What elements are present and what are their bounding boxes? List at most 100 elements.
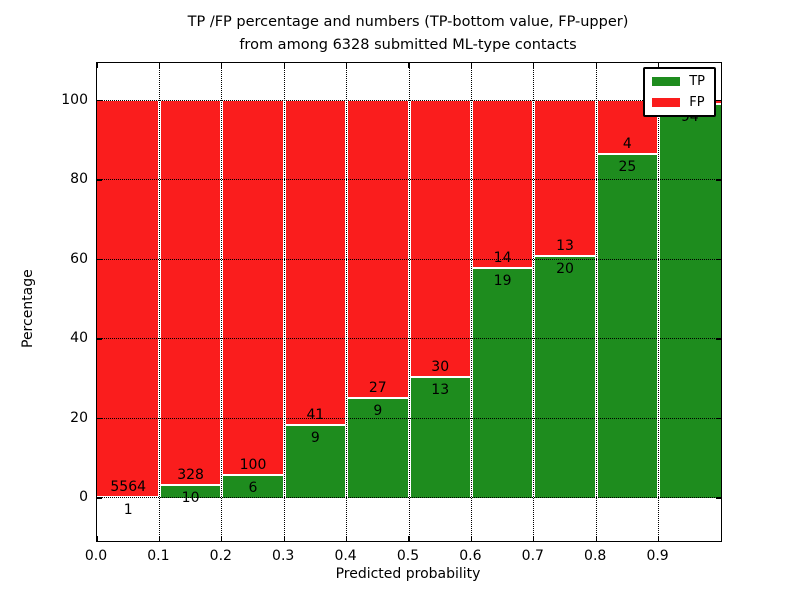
vertical-gridline	[283, 63, 285, 541]
chart-title: TP /FP percentage and numbers (TP-bottom…	[96, 11, 720, 57]
x-tick-label: 0.1	[147, 548, 170, 564]
bar-count-label-tp: 9	[310, 430, 320, 447]
x-tick-label: 0.0	[84, 548, 108, 564]
tick-mark	[716, 338, 721, 340]
horizontal-gridline	[97, 417, 721, 419]
bar-segment-tp	[533, 257, 597, 498]
x-tick-label: 0.3	[272, 548, 295, 564]
bar-segment-tp	[221, 475, 285, 498]
legend-swatch-tp	[652, 77, 681, 86]
bar-count-label-fp: 27	[368, 379, 387, 396]
tick-mark	[221, 536, 223, 541]
x-tick-label: 0.7	[521, 548, 544, 564]
horizontal-gridline	[97, 99, 721, 101]
bar-count-label-fp: 328	[177, 467, 204, 484]
vertical-gridline	[658, 63, 660, 541]
tick-mark	[97, 497, 102, 499]
tick-mark	[595, 536, 597, 541]
legend-label-fp: FP	[689, 95, 705, 110]
bar-segment-fp	[409, 100, 472, 378]
x-tick-label: 0.5	[396, 548, 420, 564]
bar-count-label-tp: 10	[181, 490, 200, 507]
bar-count-label-tp: 13	[431, 381, 450, 398]
bar-segment-tp	[471, 269, 534, 498]
tick-mark	[96, 63, 98, 68]
y-tick-label: 60	[70, 250, 88, 267]
horizontal-gridline	[97, 497, 721, 498]
y-tick-label: 20	[70, 409, 88, 426]
tick-mark	[346, 536, 348, 541]
x-tick-label: 0.9	[646, 548, 669, 564]
vertical-gridline	[158, 63, 160, 541]
vertical-gridline	[595, 63, 597, 541]
legend-item: TP	[652, 74, 705, 89]
vertical-gridline	[346, 63, 348, 541]
bar-count-label-tp: 9	[373, 402, 383, 419]
y-tick-label: 40	[70, 330, 88, 346]
tick-mark	[533, 536, 535, 541]
bar-count-label-tp: 19	[493, 273, 512, 290]
vertical-gridline	[470, 63, 472, 541]
tick-mark	[97, 99, 102, 102]
bar-count-label-tp: 1	[123, 501, 133, 518]
x-tick-label: 0.8	[584, 548, 607, 564]
tick-mark	[221, 63, 223, 68]
x-tick-labels: 0.0 0.1 0.2 0.3 0.4 0.5 0.6 0.7 0.8 0.9	[85, 547, 720, 565]
tick-mark	[97, 179, 102, 181]
bar-segment-tp	[409, 377, 472, 498]
tick-mark	[283, 536, 285, 541]
bar-segment-tp	[159, 486, 222, 498]
tick-mark	[408, 536, 410, 541]
chart-title-line2: from among 6328 submitted ML-type contac…	[239, 37, 577, 53]
y-tick-label: 80	[70, 171, 88, 187]
vertical-gridline	[221, 63, 223, 541]
tick-mark	[96, 536, 98, 541]
bar-count-label-fp: 5564	[110, 478, 147, 495]
bar-count-label-fp: 4	[622, 136, 632, 153]
tick-mark	[97, 258, 102, 261]
horizontal-gridline	[97, 258, 721, 260]
bar-segment-tp	[658, 104, 721, 498]
horizontal-gridline	[97, 338, 721, 339]
bar-segment-fp	[346, 100, 409, 399]
legend-swatch-fp	[652, 98, 681, 107]
tick-mark	[158, 63, 160, 68]
legend-item: FP	[652, 95, 705, 110]
y-tick-label: 100	[61, 91, 88, 108]
bar-count-label-fp: 100	[239, 456, 267, 473]
tick-mark	[97, 338, 102, 340]
tick-mark	[658, 536, 660, 541]
tick-mark	[158, 536, 160, 541]
tick-mark	[533, 63, 535, 68]
vertical-gridline	[533, 63, 535, 541]
y-tick-labels: 0 20 40 60 80 100	[0, 62, 88, 540]
tick-mark	[408, 63, 410, 68]
bar-count-label-fp: 41	[306, 407, 325, 424]
x-tick-label: 0.6	[459, 548, 482, 564]
chart-title-line1: TP /FP percentage and numbers (TP-bottom…	[187, 14, 629, 30]
bar-count-label-tp: 25	[618, 159, 637, 176]
tick-mark	[716, 99, 721, 102]
plot-area: 5564132810100641927930131419132042594TPF…	[96, 62, 722, 542]
bar-segment-tp	[346, 398, 409, 498]
horizontal-gridline	[97, 179, 721, 180]
bar-segment-tp	[596, 155, 659, 498]
bar-segment-fp	[97, 100, 160, 498]
tick-mark	[716, 179, 721, 181]
x-tick-label: 0.4	[334, 548, 357, 564]
tick-mark	[470, 536, 472, 541]
legend-label-tp: TP	[689, 74, 705, 89]
x-axis-label: Predicted probability	[335, 566, 481, 582]
bar-count-label-fp: 30	[431, 358, 450, 375]
bar-count-label-fp: 14	[493, 250, 512, 267]
x-tick-label: 0.2	[209, 548, 232, 564]
legend: TP FP	[643, 67, 716, 117]
bar-count-label-tp: 20	[556, 261, 574, 278]
tick-mark	[346, 63, 348, 68]
bar-segment-fp	[284, 100, 347, 427]
tick-mark	[716, 497, 721, 499]
tick-mark	[658, 63, 660, 68]
tick-mark	[97, 417, 102, 420]
tick-mark	[283, 63, 285, 68]
